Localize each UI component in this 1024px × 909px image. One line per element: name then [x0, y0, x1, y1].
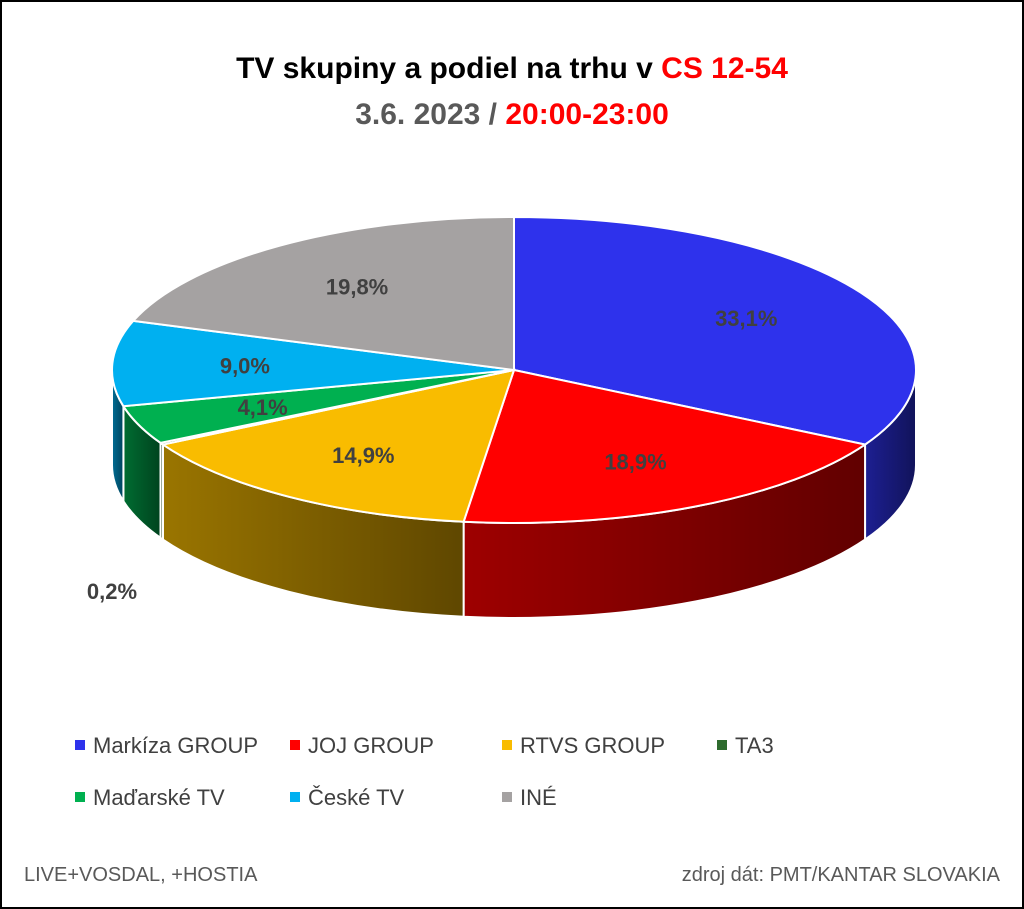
- legend-swatch: [502, 792, 512, 803]
- legend-label: INÉ: [520, 785, 557, 810]
- footer-note: LIVE+VOSDAL, +HOSTIA: [24, 864, 258, 886]
- legend-swatch: [290, 792, 300, 803]
- legend-swatch: [75, 792, 85, 803]
- footer-source: zdroj dát: PMT/KANTAR SLOVAKIA: [681, 864, 1000, 886]
- chart-title: TV skupiny a podiel na trhu v CS 12-54: [236, 52, 788, 85]
- pie-slice-5: [111, 319, 515, 408]
- legend-label: TA3: [735, 733, 774, 758]
- title-highlight-target: CS 12-54: [661, 52, 788, 85]
- legend-item-1: JOJ GROUP: [290, 733, 434, 759]
- data-label-2: 14,9%: [332, 443, 394, 468]
- legend-swatch: [290, 740, 300, 751]
- pie-slice-0: [513, 215, 917, 446]
- pie-slice-6: [131, 215, 515, 372]
- legend-item-0: Markíza GROUP: [75, 733, 258, 759]
- legend-label: RTVS GROUP: [520, 733, 666, 758]
- data-label-5: 9,0%: [220, 353, 270, 378]
- legend-label: České TV: [308, 785, 405, 810]
- legend-item-6: INÉ: [502, 785, 557, 811]
- pie-slice-1: [462, 368, 868, 524]
- legend-swatch: [717, 740, 727, 751]
- data-label-6: 19,8%: [326, 275, 388, 300]
- legend-swatch: [75, 740, 85, 751]
- legend-item-4: Maďarské TV: [75, 785, 225, 811]
- subtitle-highlight-time: 20:00-23:00: [505, 98, 669, 131]
- legend-item-5: České TV: [290, 785, 404, 811]
- legend-label: JOJ GROUP: [308, 733, 434, 758]
- legend-swatch: [502, 740, 512, 751]
- data-label-4: 4,1%: [238, 395, 288, 420]
- legend-item-3: TA3: [717, 733, 774, 759]
- legend-item-2: RTVS GROUP: [502, 733, 665, 759]
- data-label-1: 18,9%: [604, 449, 666, 474]
- chart-subtitle: 3.6. 2023 / 20:00-23:00: [355, 98, 669, 131]
- legend-label: Maďarské TV: [93, 785, 225, 810]
- data-label-3: 0,2%: [87, 579, 137, 604]
- legend-label: Markíza GROUP: [93, 733, 259, 758]
- data-label-0: 33,1%: [715, 306, 777, 331]
- pie-slice-2: [160, 368, 516, 523]
